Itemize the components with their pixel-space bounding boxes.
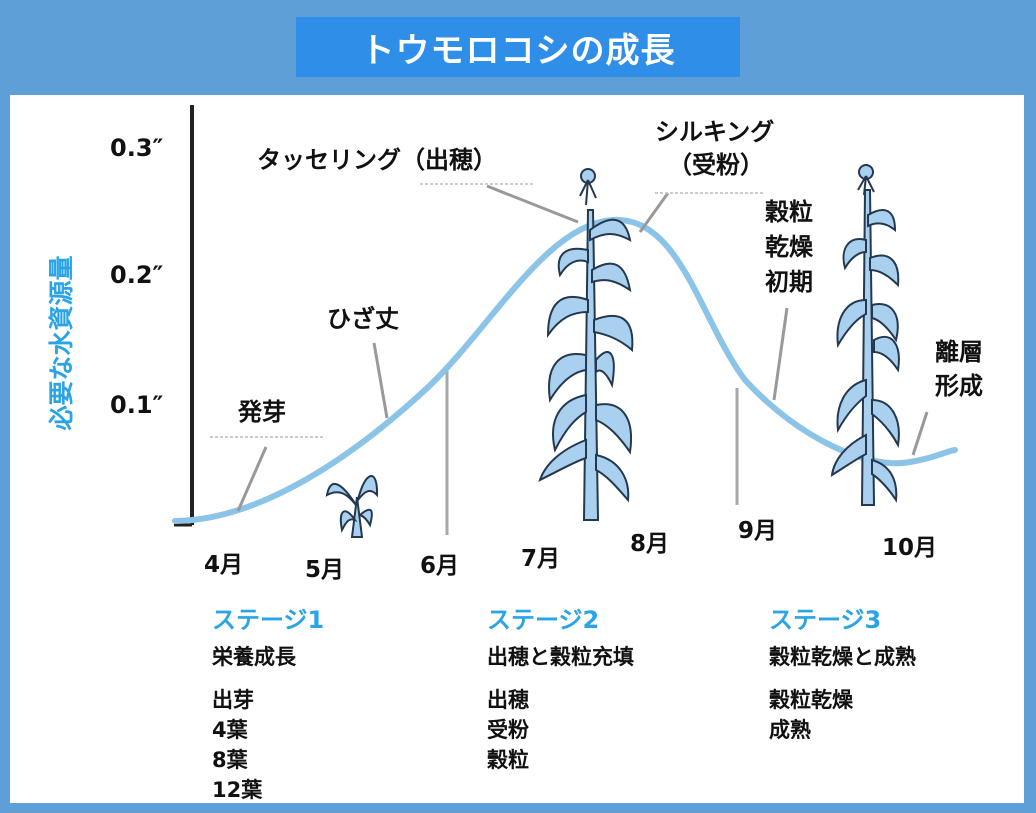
abscission-label-2: 形成 xyxy=(935,372,983,400)
stage-3-heading: ステージ3 xyxy=(769,606,882,634)
corn-plant-icon xyxy=(538,168,634,521)
stage-2-block: ステージ2 出穂と穀粒充填 出穂 受粉 穀粒 xyxy=(487,600,634,775)
y-axis-title: 必要な水資源量 xyxy=(47,255,76,430)
month-label-sep: 9月 xyxy=(738,518,777,544)
grain-dry-label-2: 乾燥 xyxy=(765,233,814,261)
germination-label: 発芽 xyxy=(237,398,286,426)
stage-3-block: ステージ3 穀粒乾燥と成熟 穀粒乾燥 成熟 xyxy=(769,600,916,745)
seedling-icon xyxy=(325,475,379,538)
knee-high-label: ひざ丈 xyxy=(327,305,399,333)
pollination-label: （受粉） xyxy=(668,151,764,179)
month-label-apr: 4月 xyxy=(204,552,243,578)
month-label-oct: 10月 xyxy=(882,535,937,561)
month-label-jul: 7月 xyxy=(521,546,560,572)
stage-1-heading: ステージ1 xyxy=(212,606,325,634)
silking-label: シルキング xyxy=(655,118,774,146)
stage-2-heading: ステージ2 xyxy=(487,606,600,634)
month-label-aug: 8月 xyxy=(630,531,669,557)
grain-dry-label-1: 穀粒 xyxy=(765,198,813,226)
month-label-jun: 6月 xyxy=(420,553,459,579)
grain-dry-leader xyxy=(772,307,789,401)
water-demand-curve xyxy=(172,216,958,524)
grain-dry-label-3: 初期 xyxy=(765,268,813,296)
month-label-may: 5月 xyxy=(305,557,344,583)
page-title: トウモロコシの成長 xyxy=(296,17,740,77)
stage-3-item: 成熟 xyxy=(769,718,811,742)
stage-2-item: 穀粒 xyxy=(487,748,529,772)
stage-2-item: 出穂 xyxy=(487,688,529,712)
silking-leader xyxy=(638,192,670,233)
stage-1-item: 12葉 xyxy=(212,778,263,802)
stage-2-item: 受粉 xyxy=(487,718,529,742)
stage-3-subtitle: 穀粒乾燥と成熟 xyxy=(769,645,916,669)
tasseling-leader xyxy=(486,184,579,224)
stage-1-item: 4葉 xyxy=(212,718,248,742)
stage-3-item: 穀粒乾燥 xyxy=(769,688,853,712)
y-tick-label-0.3: 0.3″ xyxy=(110,134,164,162)
y-tick-label-0.1: 0.1″ xyxy=(110,391,164,419)
stage-1-subtitle: 栄養成長 xyxy=(212,645,296,669)
stage-1-block: ステージ1 栄養成長 出芽 4葉 8葉 12葉 xyxy=(212,600,324,805)
stage-1-item: 出芽 xyxy=(212,688,254,712)
mature-corn-plant-icon xyxy=(830,164,900,506)
abscission-leader xyxy=(911,411,929,456)
stage-2-subtitle: 出穂と穀粒充填 xyxy=(487,645,634,669)
germination-leader xyxy=(236,446,268,512)
stage-1-item: 8葉 xyxy=(212,748,248,772)
tasseling-label: タッセリング（出穂） xyxy=(257,146,497,174)
knee-high-leader xyxy=(372,342,389,419)
y-tick-label-0.2: 0.2″ xyxy=(110,261,164,289)
abscission-label-1: 離層 xyxy=(935,338,983,366)
